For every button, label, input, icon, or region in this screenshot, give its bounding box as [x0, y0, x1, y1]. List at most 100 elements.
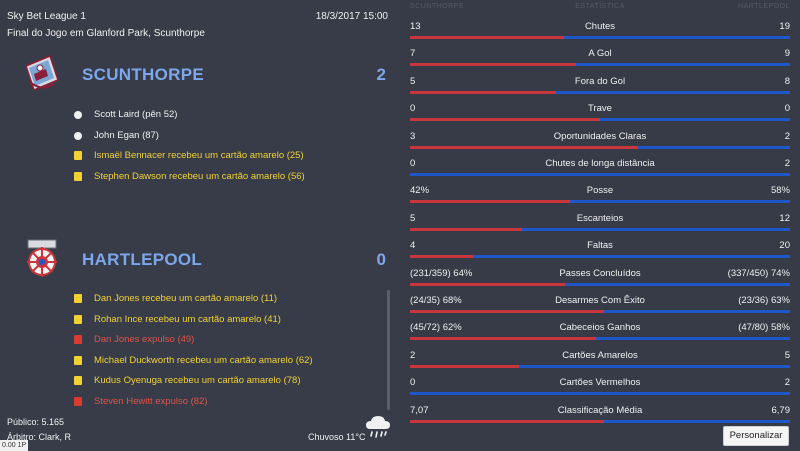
stat-comparison-bar	[410, 310, 790, 313]
stats-header-home: SCUNTHORPE	[410, 3, 465, 10]
stat-away-value: 6,79	[771, 404, 791, 416]
away-bar-segment	[576, 63, 790, 67]
away-team-score: 0	[376, 250, 386, 269]
stat-name: Cartões Amarelos	[562, 349, 638, 361]
away-event-item[interactable]: Kudus Oyenuga recebeu um cartão amarelo …	[74, 373, 384, 394]
stat-comparison-bar	[410, 118, 790, 122]
stat-row: 0 Trave 0	[410, 100, 790, 123]
stat-away-value: (23/36) 63%	[738, 295, 790, 306]
stat-home-value: (231/359) 64%	[410, 267, 473, 279]
away-bar-segment	[564, 36, 790, 39]
stat-row: 42% Posse 58%	[410, 182, 790, 205]
stat-away-value: 8	[784, 75, 790, 87]
stat-home-value: 4	[410, 240, 416, 252]
hartlepool-crest-icon[interactable]	[20, 236, 64, 280]
event-text: Ismaël Bennacer recebeu um cartão amarel…	[94, 150, 304, 162]
home-event-item[interactable]: Stephen Dawson recebeu um cartão amarelo…	[74, 169, 384, 190]
ball-icon	[74, 111, 82, 119]
stat-away-value: 20	[779, 240, 790, 252]
stat-row: 0 Cartões Vermelhos 2	[410, 374, 790, 397]
away-bar-segment	[564, 282, 790, 286]
stat-row: (24/35) 68% Desarmes Com Êxito (23/36) 63%	[410, 292, 790, 315]
stat-home-value: 0	[410, 103, 416, 115]
stat-name: Desarmes Com Êxito	[555, 295, 645, 306]
away-event-item[interactable]: Dan Jones expulso (49)	[74, 332, 384, 353]
events-scrollbar[interactable]	[387, 290, 390, 410]
away-bar-segment	[595, 337, 790, 341]
event-text: Kudus Oyenuga recebeu um cartão amarelo …	[94, 375, 301, 387]
stat-comparison-bar	[410, 282, 790, 286]
away-bar-segment	[410, 392, 790, 396]
competition-name[interactable]: Sky Bet League 1	[7, 11, 86, 22]
stat-row: 7 A Gol 9	[410, 45, 790, 68]
stat-name: A Gol	[588, 48, 612, 60]
stat-comparison-bar	[410, 255, 790, 259]
stat-away-value: 19	[779, 21, 790, 32]
yellow-card-icon	[74, 376, 82, 386]
stat-row: 3 Oportunidades Claras 2	[410, 128, 790, 151]
home-event-item[interactable]: Ismaël Bennacer recebeu um cartão amarel…	[74, 148, 384, 169]
stat-row: 5 Fora do Gol 8	[410, 73, 790, 96]
home-team-name[interactable]: SCUNTHORPE	[82, 65, 205, 84]
stat-comparison-bar	[410, 36, 790, 39]
event-text: Dan Jones recebeu um cartão amarelo (11)	[94, 293, 278, 304]
home-bar-segment	[410, 310, 605, 313]
stat-away-value: (337/450) 74%	[727, 267, 790, 279]
stat-home-value: 0	[410, 377, 416, 389]
stats-header-away: HARTLEPOOL	[738, 3, 790, 10]
stat-name: Cartões Vermelhos	[559, 377, 641, 389]
event-text: Steven Hewitt expulso (82)	[94, 395, 208, 407]
scunthorpe-crest-icon[interactable]	[20, 52, 64, 96]
home-events-list: Scott Laird (pên 52) John Egan (87) Ismaël…	[74, 107, 384, 189]
away-event-item[interactable]: Dan Jones recebeu um cartão amarelo (11)	[74, 291, 384, 312]
away-bar-segment	[518, 364, 790, 368]
stat-home-value: 13	[410, 21, 421, 32]
away-event-item[interactable]: Michael Duckworth recebeu um cartão amar…	[74, 353, 384, 374]
stat-row: 4 Faltas 20	[410, 237, 790, 260]
attendance: Público: 5.165	[7, 417, 65, 427]
stat-home-value: (24/35) 68%	[410, 295, 462, 306]
away-events-list: Dan Jones recebeu um cartão amarelo (11)…	[74, 291, 384, 415]
stat-away-value: 9	[784, 48, 790, 60]
away-event-item[interactable]: Rohan Ince recebeu um cartão amarelo (41…	[74, 312, 384, 333]
home-bar-segment	[410, 90, 557, 94]
stat-row: 7,07 Classificação Média 6,79	[410, 402, 790, 425]
stat-comparison-bar	[410, 419, 790, 423]
home-bar-segment	[410, 419, 604, 423]
stat-row: (231/359) 64% Passes Concluídos (337/450) …	[410, 265, 790, 288]
home-event-item[interactable]: John Egan (87)	[74, 128, 384, 149]
event-text: Dan Jones expulso (49)	[94, 334, 195, 346]
yellow-card-icon	[74, 314, 82, 324]
customize-button[interactable]: Personalizar	[723, 426, 789, 446]
stat-comparison-bar	[410, 392, 790, 396]
away-event-item[interactable]: Steven Hewitt expulso (82)	[74, 394, 384, 415]
yellow-card-icon	[74, 171, 82, 181]
stat-away-value: 5	[784, 349, 790, 361]
stat-comparison-bar	[410, 364, 790, 368]
stat-name: Posse	[586, 185, 614, 197]
stat-away-value: 2	[784, 377, 790, 389]
rain-cloud-icon	[366, 416, 390, 438]
stat-away-value: 2	[784, 158, 790, 169]
stat-home-value: 2	[410, 349, 416, 361]
stat-comparison-bar	[410, 145, 790, 149]
away-bar-segment	[600, 118, 790, 122]
match-summary-panel: Sky Bet League 1 18/3/2017 15:00 Final d…	[0, 11, 390, 451]
away-bar-segment	[569, 200, 790, 204]
match-venue: Final do Jogo em Glanford Park, Scunthor…	[7, 28, 205, 39]
event-text: Michael Duckworth recebeu um cartão amar…	[94, 354, 313, 366]
home-bar-segment	[410, 337, 596, 341]
stat-name: Escanteios	[576, 212, 624, 224]
stat-home-value: 7,07	[410, 404, 429, 416]
home-event-item[interactable]: Scott Laird (pên 52)	[74, 107, 384, 128]
home-bar-segment	[410, 36, 565, 39]
stat-row: 5 Escanteios 12	[410, 210, 790, 233]
referee[interactable]: Árbitro: Clark, R	[7, 432, 72, 442]
home-bar-segment	[410, 255, 474, 259]
stat-away-value: 0	[784, 103, 790, 115]
stat-row: 13 Chutes 19	[410, 18, 790, 41]
red-card-icon	[74, 335, 82, 345]
away-team-name[interactable]: HARTLEPOOL	[82, 250, 203, 269]
stat-away-value: (47/80) 58%	[738, 322, 790, 334]
stat-home-value: 0	[410, 158, 416, 169]
